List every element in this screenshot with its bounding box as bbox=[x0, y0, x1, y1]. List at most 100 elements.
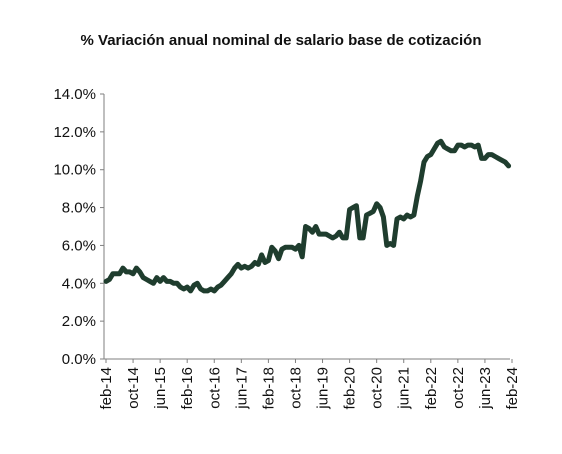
data-point bbox=[395, 217, 399, 221]
data-point bbox=[344, 236, 348, 240]
data-point bbox=[300, 255, 304, 259]
data-point bbox=[283, 245, 287, 249]
data-point bbox=[446, 147, 450, 151]
data-point bbox=[473, 145, 477, 149]
x-tick-label: feb-18 bbox=[260, 367, 277, 410]
data-point bbox=[226, 276, 230, 280]
data-point bbox=[233, 266, 237, 270]
data-point bbox=[486, 153, 490, 157]
data-point bbox=[324, 232, 328, 236]
data-point bbox=[256, 262, 260, 266]
data-point bbox=[178, 285, 182, 289]
data-point bbox=[243, 264, 247, 268]
data-point bbox=[503, 160, 507, 164]
x-tick-label: oct-20 bbox=[369, 367, 386, 409]
data-point bbox=[239, 266, 243, 270]
series-layer bbox=[103, 138, 512, 294]
data-point bbox=[307, 226, 311, 230]
data-point bbox=[222, 279, 226, 283]
x-tick-label: oct-18 bbox=[287, 367, 304, 409]
data-point bbox=[162, 276, 166, 280]
data-point bbox=[294, 247, 298, 251]
data-point bbox=[206, 289, 210, 293]
x-axis: feb-14 oct-14 jun-15 feb-16 oct-16 jun-17 feb-… bbox=[98, 358, 521, 410]
data-point bbox=[246, 266, 250, 270]
data-point bbox=[419, 179, 423, 183]
x-tick-label: oct-14 bbox=[125, 367, 142, 409]
data-point bbox=[107, 278, 111, 282]
data-point bbox=[158, 279, 162, 283]
data-point bbox=[375, 202, 379, 206]
series-line bbox=[103, 138, 512, 294]
data-point bbox=[483, 156, 487, 160]
data-point bbox=[415, 194, 419, 198]
data-point bbox=[104, 279, 108, 283]
data-point bbox=[497, 156, 501, 160]
y-tick-label: 10.0% bbox=[53, 162, 96, 179]
data-point bbox=[354, 204, 358, 208]
data-point bbox=[297, 243, 301, 247]
data-point bbox=[388, 242, 392, 246]
data-point bbox=[304, 225, 308, 229]
data-point bbox=[270, 245, 274, 249]
data-point bbox=[469, 143, 473, 147]
x-tick-label: feb-22 bbox=[423, 367, 440, 410]
data-point bbox=[155, 276, 159, 280]
x-tick-label: feb-16 bbox=[179, 367, 196, 410]
x-tick-label: jun-15 bbox=[152, 367, 169, 410]
data-point bbox=[368, 211, 372, 215]
x-tick-label: feb-14 bbox=[98, 367, 115, 410]
y-tick-label: 0.0% bbox=[62, 351, 96, 368]
data-point bbox=[409, 215, 413, 219]
y-tick-label: 12.0% bbox=[53, 124, 96, 141]
data-point bbox=[141, 276, 145, 280]
data-point bbox=[378, 206, 382, 210]
y-tick-label: 4.0% bbox=[62, 275, 96, 292]
data-point bbox=[168, 279, 172, 283]
data-point bbox=[260, 253, 264, 257]
data-point bbox=[253, 261, 257, 265]
x-tick-label: jun-17 bbox=[233, 367, 250, 410]
data-point bbox=[348, 208, 352, 212]
data-point bbox=[280, 247, 284, 251]
data-point bbox=[121, 266, 125, 270]
data-point bbox=[371, 209, 375, 213]
data-point bbox=[331, 236, 335, 240]
data-point bbox=[412, 213, 416, 217]
data-point bbox=[229, 272, 233, 276]
data-point bbox=[266, 259, 270, 263]
x-tick-label: jun-23 bbox=[477, 367, 494, 410]
data-point bbox=[199, 287, 203, 291]
y-tick-label: 8.0% bbox=[62, 200, 96, 217]
data-point bbox=[385, 243, 389, 247]
data-point bbox=[277, 257, 281, 261]
data-point bbox=[476, 143, 480, 147]
data-point bbox=[212, 289, 216, 293]
data-point bbox=[361, 236, 365, 240]
data-point bbox=[439, 139, 443, 143]
data-point bbox=[209, 287, 213, 291]
data-point bbox=[314, 225, 318, 229]
data-point bbox=[182, 287, 186, 291]
data-point bbox=[381, 215, 385, 219]
x-tick-label: feb-24 bbox=[504, 367, 521, 410]
data-point bbox=[290, 245, 294, 249]
x-tick-label: oct-16 bbox=[206, 367, 223, 409]
data-point bbox=[337, 230, 341, 234]
data-point bbox=[172, 281, 176, 285]
data-point bbox=[493, 155, 497, 159]
data-point bbox=[351, 206, 355, 210]
y-axis: 0.0% 2.0% 4.0% 6.0% 8.0% 10.0% 12.0% 14.0% bbox=[53, 86, 105, 368]
x-tick-label: oct-22 bbox=[450, 367, 467, 409]
data-point bbox=[118, 272, 122, 276]
data-point bbox=[151, 281, 155, 285]
data-point bbox=[263, 261, 267, 265]
data-point bbox=[327, 234, 331, 238]
data-point bbox=[463, 145, 467, 149]
data-point bbox=[273, 249, 277, 253]
y-tick-label: 2.0% bbox=[62, 313, 96, 330]
data-point bbox=[442, 145, 446, 149]
data-point bbox=[334, 234, 338, 238]
x-tick-label: feb-20 bbox=[342, 367, 359, 410]
data-point bbox=[189, 289, 193, 293]
